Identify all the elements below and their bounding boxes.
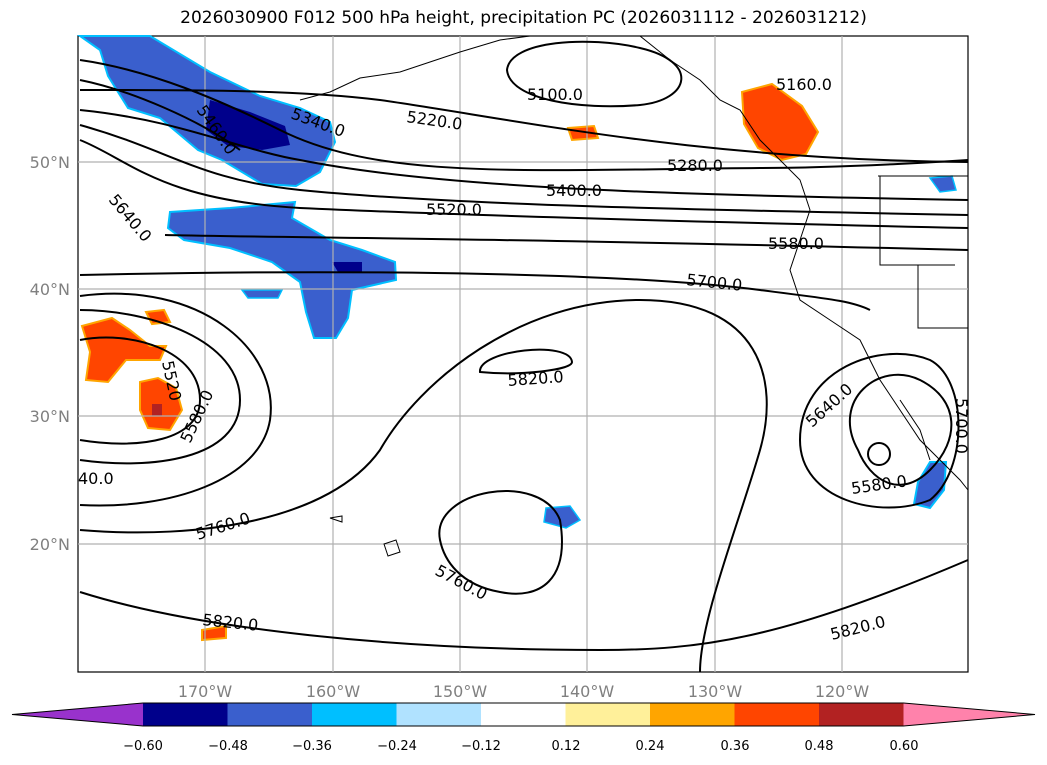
contour-label: 5820.0	[507, 367, 564, 390]
height-contours	[79, 40, 969, 673]
lat-label: 40°N	[30, 280, 70, 299]
precip-negative-area	[543, 505, 582, 529]
colorbar-segment	[312, 703, 397, 726]
contour-label: 5160.0	[776, 75, 832, 94]
contour-label: 5580.0	[768, 234, 824, 253]
colorbar-tick-label: 0.12	[552, 739, 581, 754]
colorbar-segment	[650, 703, 735, 726]
longitude-labels: 170°W 160°W 150°W 140°W 130°W 120°W	[178, 682, 870, 701]
contour-label: 5400.0	[546, 181, 602, 200]
colorbar-segment	[227, 703, 313, 726]
colorbar-ticks: −0.60 −0.48 −0.36 −0.24 −0.12 0.12 0.24 …	[123, 739, 918, 754]
colorbar-tick-label: −0.60	[123, 739, 163, 754]
precip-positive-core	[152, 404, 162, 416]
graticule	[78, 36, 968, 672]
colorbar	[11, 702, 1036, 727]
colorbar-tick-label: 0.24	[636, 739, 665, 754]
precip-negative-area	[240, 289, 284, 299]
precip-negative-core	[332, 262, 362, 272]
lon-label: 130°W	[688, 682, 743, 701]
colorbar-segment	[819, 703, 904, 726]
colorbar-tick-label: −0.24	[377, 739, 417, 754]
colorbar-extend-high	[903, 703, 1035, 726]
lat-label: 50°N	[30, 153, 70, 172]
coastlines	[299, 35, 969, 557]
precip-positive-area	[80, 316, 168, 384]
colorbar-tick-label: 0.60	[890, 739, 919, 754]
colorbar-extend-low	[12, 703, 143, 726]
contour-label: 5280.0	[667, 156, 723, 175]
latitude-labels: 50°N 40°N 30°N 20°N	[30, 153, 70, 554]
lon-label: 140°W	[560, 682, 615, 701]
colorbar-segment	[565, 703, 651, 726]
contour-labels: 5100.0 5160.0 5220.0 5280.0 5340.0 5400.…	[78, 75, 971, 644]
colorbar-tick-label: −0.12	[461, 739, 501, 754]
colorbar-segment	[143, 703, 228, 726]
colorbar-segment	[734, 703, 820, 726]
lon-label: 160°W	[306, 682, 361, 701]
lat-label: 20°N	[30, 535, 70, 554]
colorbar-outline	[11, 702, 1036, 727]
lat-label: 30°N	[30, 407, 70, 426]
precip-negative-area	[928, 175, 957, 193]
colorbar-tick-label: 0.48	[805, 739, 834, 754]
contour-label: 5700.0	[952, 398, 971, 454]
precip-negative-core	[206, 100, 290, 150]
contour-label: 5520.0	[426, 200, 482, 219]
colorbar-segment	[481, 703, 566, 726]
lon-label: 120°W	[815, 682, 870, 701]
contour-label: 40.0	[78, 469, 114, 488]
precip-negative-area	[912, 461, 948, 510]
contour-label: 5100.0	[527, 85, 583, 104]
map-title: 2026030900 F012 500 hPa height, precipit…	[180, 8, 867, 28]
colorbar-segment	[396, 703, 482, 726]
colorbar-tick-label: −0.48	[208, 739, 248, 754]
precip-positive-area	[201, 624, 227, 642]
colorbar-tick-label: 0.36	[721, 739, 750, 754]
lon-label: 170°W	[178, 682, 233, 701]
colorbar-tick-label: −0.36	[292, 739, 332, 754]
lon-label: 150°W	[433, 682, 488, 701]
